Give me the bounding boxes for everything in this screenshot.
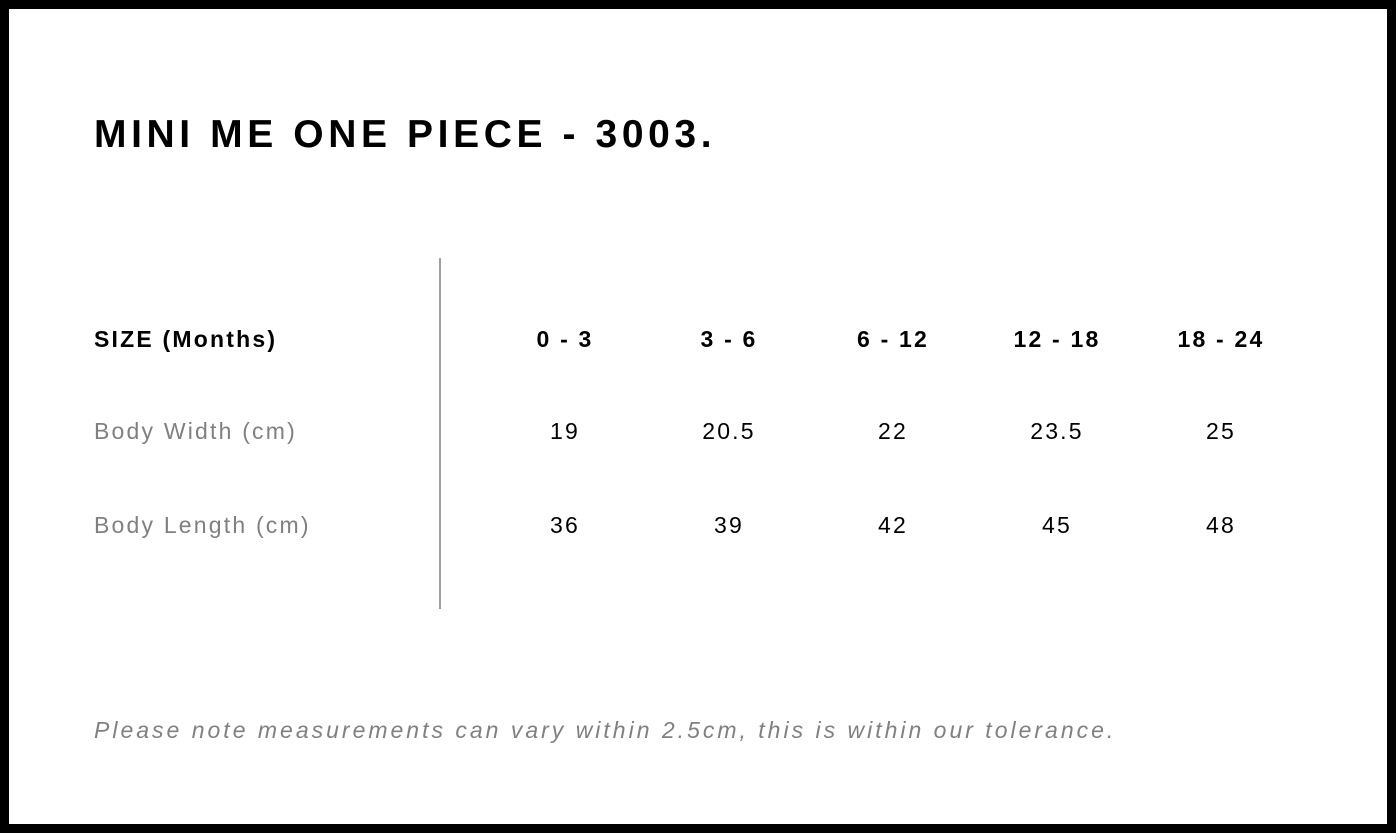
table-cell: 45 — [1042, 512, 1072, 538]
table-header-row: SIZE (Months) 0 - 3 3 - 6 6 - 12 12 - 18… — [9, 326, 1387, 356]
table-cell: 25 — [1206, 418, 1236, 444]
table-cell: 23.5 — [1030, 418, 1084, 444]
table-cell: 48 — [1206, 512, 1236, 538]
header-cell: 3 - 6 — [700, 326, 758, 352]
header-cell: 12 - 18 — [1013, 326, 1101, 352]
row-label: Body Width (cm) — [94, 418, 297, 444]
page-title: MINI ME ONE PIECE - 3003. — [94, 113, 717, 156]
table-row: Body Width (cm) 19 20.5 22 23.5 25 — [9, 418, 1387, 448]
header-cell: 18 - 24 — [1177, 326, 1265, 352]
table-cell: 42 — [878, 512, 908, 538]
header-cell: 6 - 12 — [856, 326, 929, 352]
header-label: SIZE (Months) — [94, 326, 278, 352]
table-cell: 36 — [550, 512, 580, 538]
table-cell: 20.5 — [702, 418, 756, 444]
table-cell: 39 — [714, 512, 744, 538]
table-row: Body Length (cm) 36 39 42 45 48 — [9, 512, 1387, 542]
row-label: Body Length (cm) — [94, 512, 311, 538]
column-divider — [439, 258, 441, 609]
header-cell: 0 - 3 — [536, 326, 594, 352]
table-cell: 19 — [550, 418, 580, 444]
tolerance-note: Please note measurements can vary within… — [94, 717, 1117, 743]
table-cell: 22 — [878, 418, 908, 444]
size-chart-card: MINI ME ONE PIECE - 3003. SIZE (Months) … — [9, 9, 1387, 824]
